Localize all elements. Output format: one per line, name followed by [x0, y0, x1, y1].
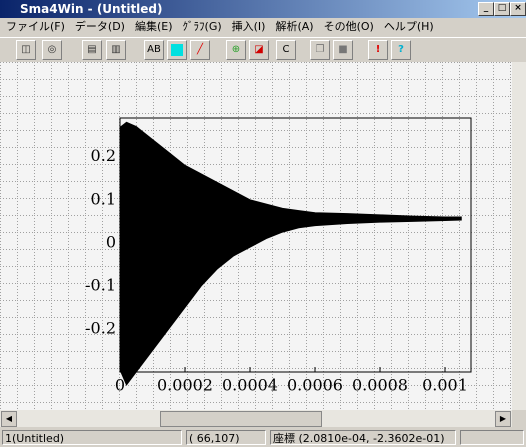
plot-canvas: -0.2 -0.1 0 0.1 0.2 0 0.0002 0.0004 0.0006 0.0008… [0, 62, 512, 410]
text-button[interactable]: AB [144, 40, 164, 60]
menu-item[interactable]: ファイル(F) [6, 20, 65, 33]
status-pixel: ( 66,107) [186, 430, 266, 445]
clear-button[interactable]: C [276, 40, 296, 60]
window-title: Sma4Win - (Untitled) [20, 0, 163, 18]
scroll-right[interactable]: ▶ [495, 411, 511, 427]
x-tick-label: 0.0006 [287, 376, 343, 395]
y-tick-label: -0.2 [85, 318, 116, 337]
menu-item[interactable]: ｸﾞﾗﾌ(G) [183, 20, 222, 33]
x-tick-label: 0.0004 [222, 376, 278, 395]
rect-button[interactable] [167, 40, 187, 60]
menu-bar: ファイル(F) データ(D) 編集(E) ｸﾞﾗﾌ(G) 挿入(I) 解析(A) その他(O… [0, 18, 526, 36]
minimize-button[interactable]: _ [478, 2, 494, 16]
copy-button[interactable]: ❐ [310, 40, 330, 60]
status-empty [460, 430, 524, 445]
menu-item[interactable]: 編集(E) [135, 20, 173, 33]
x-tick-label: 0.001 [422, 376, 468, 395]
line-button[interactable]: ╱ [190, 40, 210, 60]
close-button[interactable]: × [510, 2, 526, 16]
maximize-button[interactable]: □ [494, 2, 510, 16]
zoom-in-button[interactable]: ⊕ [226, 40, 246, 60]
title-bar: Sma4Win - (Untitled) _ □ × [0, 0, 526, 18]
vertical-scrollbar[interactable] [512, 62, 526, 410]
status-coords: 座標 (2.0810e-04, -2.3602e-01) [270, 430, 456, 445]
status-document: 1(Untitled) [2, 430, 182, 445]
y-tick-label: 0.1 [91, 189, 116, 208]
status-bar: 1(Untitled) ( 66,107) 座標 (2.0810e-04, -2… [0, 428, 526, 447]
menu-item[interactable]: その他(O) [324, 20, 374, 33]
y-tick-label: 0.2 [91, 146, 116, 165]
x-tick-label: 0.0002 [157, 376, 213, 395]
help-button[interactable]: ? [391, 40, 411, 60]
horizontal-scrollbar[interactable]: ◀ ▶ [0, 410, 512, 427]
fit-button[interactable]: ◪ [249, 40, 269, 60]
open-button[interactable]: ▤ [82, 40, 102, 60]
paste-button[interactable]: ■ [333, 40, 353, 60]
rect-icon [171, 44, 183, 56]
menu-item[interactable]: ヘルプ(H) [384, 20, 434, 33]
menu-item[interactable]: 挿入(I) [232, 20, 266, 33]
y-tick-label: 0 [106, 232, 116, 251]
scroll-thumb[interactable] [160, 411, 322, 427]
menu-item[interactable]: データ(D) [75, 20, 125, 33]
zoom-button[interactable]: ◎ [42, 40, 62, 60]
y-tick-label: -0.1 [85, 275, 116, 294]
x-tick-label: 0.0008 [352, 376, 408, 395]
alert-button[interactable]: ! [368, 40, 388, 60]
menu-item[interactable]: 解析(A) [275, 20, 313, 33]
scroll-left[interactable]: ◀ [1, 411, 17, 427]
print-button[interactable]: ▥ [106, 40, 126, 60]
app-window: Sma4Win - (Untitled) _ □ × ファイル(F) データ(D)… [0, 0, 526, 447]
new-button[interactable]: ◫ [16, 40, 36, 60]
x-tick-label: 0 [115, 376, 125, 395]
toolbar: ◫ ◎ ▤ ▥ AB ╱ ⊕ ◪ C ❐ ■ ! ? [0, 37, 526, 62]
